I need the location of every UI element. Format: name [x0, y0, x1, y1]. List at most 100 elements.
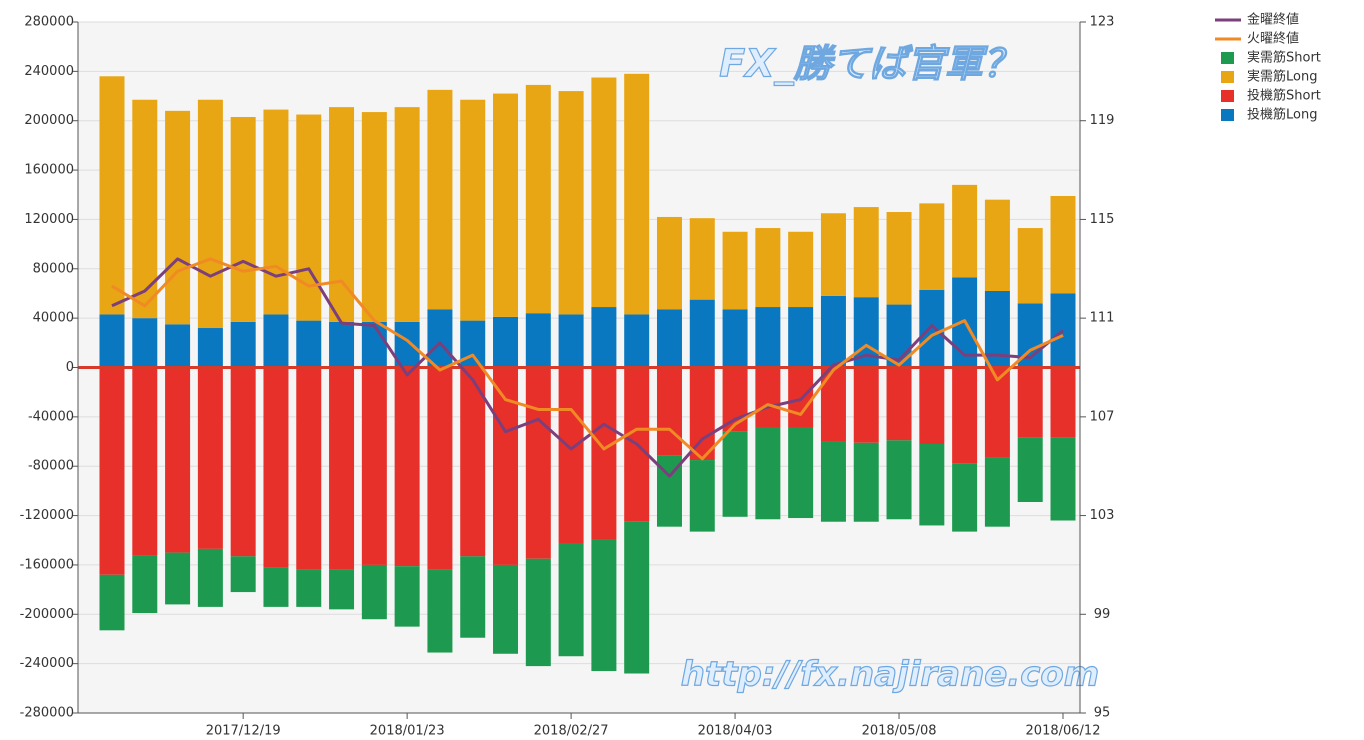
- watermark-title: FX_勝てば官軍？: [719, 42, 1021, 86]
- bar: [919, 289, 945, 368]
- bar: [656, 367, 682, 456]
- bar: [230, 321, 256, 368]
- y-tick-label: -80000: [28, 459, 74, 474]
- bar: [886, 367, 912, 441]
- bar: [591, 307, 617, 368]
- y-tick-label: 120000: [24, 212, 74, 227]
- bar: [427, 569, 453, 653]
- bar: [132, 367, 158, 556]
- bar: [99, 367, 125, 575]
- y2-tick-label: 123: [1090, 15, 1115, 30]
- bar: [329, 321, 355, 368]
- bar: [525, 84, 551, 314]
- bar: [722, 309, 748, 368]
- bar: [591, 367, 617, 540]
- bar: [1050, 437, 1076, 521]
- bar: [886, 440, 912, 520]
- legend-label: 実需筋Long: [1247, 69, 1317, 85]
- bar: [329, 569, 355, 610]
- bar: [197, 328, 223, 368]
- bar: [755, 228, 781, 308]
- bar: [689, 367, 715, 461]
- bar: [984, 367, 1010, 458]
- line: [111, 257, 1064, 478]
- bar: [427, 309, 453, 368]
- bar: [558, 91, 584, 315]
- bar: [984, 457, 1010, 527]
- lines: [111, 257, 1064, 478]
- bar: [689, 299, 715, 368]
- bar: [919, 203, 945, 290]
- y2-tick-label: 115: [1090, 212, 1115, 227]
- bar: [820, 367, 846, 442]
- bar: [460, 556, 486, 638]
- bar: [493, 93, 519, 317]
- bar: [722, 431, 748, 517]
- bar: [952, 463, 978, 532]
- bar: [525, 367, 551, 559]
- y2-tick-label: 107: [1090, 409, 1115, 424]
- bar: [984, 199, 1010, 291]
- bar: [525, 313, 551, 368]
- bar: [263, 367, 289, 568]
- y2-tick-label: 95: [1094, 706, 1111, 721]
- y2-tick-label: 119: [1090, 113, 1115, 128]
- legend-label: 実需筋Short: [1247, 50, 1321, 66]
- bar: [132, 318, 158, 368]
- bar: [329, 367, 355, 570]
- bar: [165, 552, 191, 605]
- legend-label: 投機筋Long: [1247, 107, 1317, 123]
- y-tick-label: 240000: [24, 64, 74, 79]
- bar: [853, 207, 879, 298]
- bar: [1050, 367, 1076, 438]
- legend-swatch: [1221, 109, 1234, 121]
- line: [111, 257, 1064, 461]
- y2-tick-label: 103: [1090, 508, 1115, 523]
- bar: [427, 89, 453, 310]
- bar: [296, 114, 322, 321]
- bar: [427, 367, 453, 570]
- y-tick-label: -200000: [20, 607, 74, 622]
- bar: [296, 569, 322, 607]
- bar: [460, 99, 486, 321]
- bar: [853, 442, 879, 522]
- bar: [722, 367, 748, 432]
- bar: [493, 316, 519, 368]
- bar: [689, 218, 715, 300]
- bar: [952, 184, 978, 278]
- bar: [99, 314, 125, 368]
- bar: [460, 367, 486, 557]
- bar: [165, 367, 191, 553]
- bar: [820, 441, 846, 522]
- bar: [263, 567, 289, 607]
- bar: [722, 231, 748, 310]
- bar: [558, 367, 584, 544]
- y-tick-label: -40000: [28, 409, 74, 424]
- bar: [197, 548, 223, 607]
- x-tick-label: 2018/04/03: [698, 724, 773, 739]
- bar: [1017, 437, 1043, 502]
- x-tick-label: 2018/02/27: [534, 724, 609, 739]
- x-tick-label: 2018/01/23: [370, 724, 445, 739]
- bar: [361, 564, 387, 620]
- y-tick-label: 40000: [33, 311, 74, 326]
- y-tick-label: 200000: [24, 113, 74, 128]
- bar: [755, 427, 781, 520]
- bar: [230, 556, 256, 593]
- bar: [624, 73, 650, 315]
- bar: [230, 117, 256, 322]
- x-tick-label: 2018/05/08: [862, 724, 937, 739]
- bar: [165, 324, 191, 368]
- bar: [591, 539, 617, 672]
- bar: [886, 212, 912, 305]
- bar: [1017, 228, 1043, 304]
- bar: [755, 307, 781, 368]
- bar: [493, 564, 519, 654]
- bar: [296, 367, 322, 570]
- legend-swatch: [1221, 71, 1234, 83]
- watermark-url: http://fx.najirane.com: [681, 655, 1099, 695]
- y-tick-label: -280000: [20, 706, 74, 721]
- bar: [394, 107, 420, 322]
